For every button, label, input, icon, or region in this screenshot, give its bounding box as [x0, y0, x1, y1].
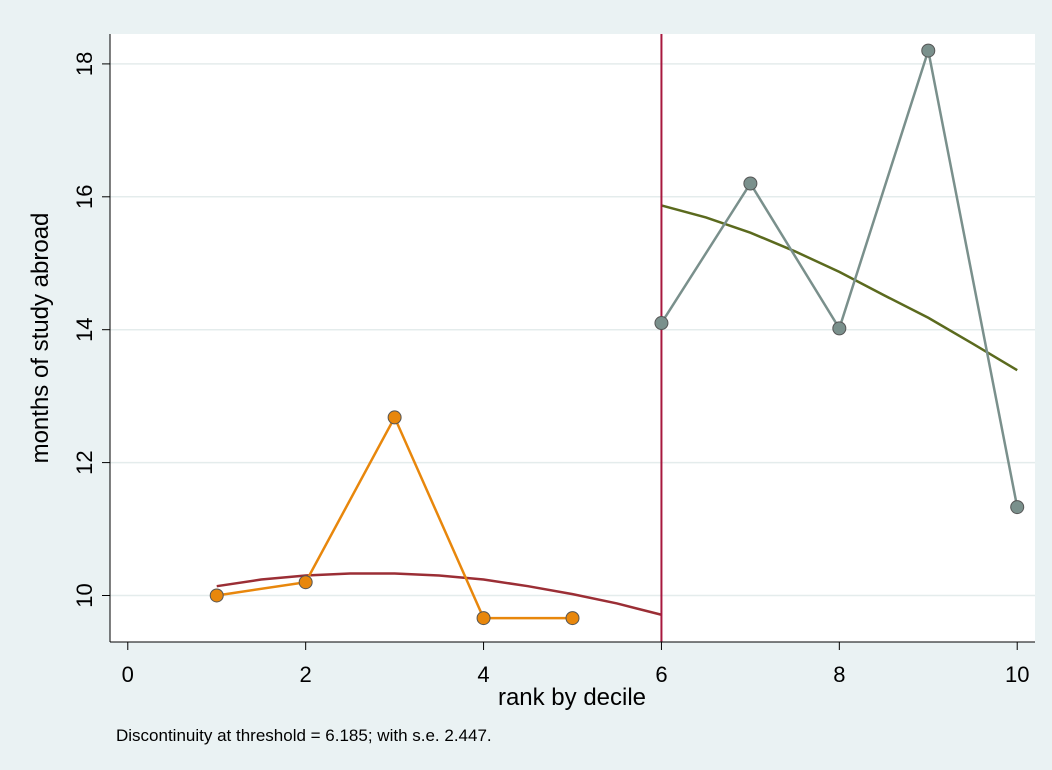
left-series-point [298, 575, 313, 590]
y-tick-label: 18 [72, 52, 97, 76]
x-tick-label: 4 [477, 662, 489, 687]
axes: 10 12 14 16 18 0 2 4 6 8 10 [72, 34, 1035, 687]
left-series-point [387, 410, 402, 425]
x-axis-label: rank by decile [498, 684, 646, 711]
y-tick-label: 14 [72, 317, 97, 341]
x-tick-label: 0 [122, 662, 134, 687]
x-tick-label: 8 [833, 662, 845, 687]
right-series-point [743, 176, 758, 191]
chart-note: Discontinuity at threshold = 6.185; with… [116, 726, 492, 745]
y-axis-label: months of study abroad [27, 213, 54, 464]
fit-curves [216, 204, 1018, 616]
y-tick-label: 12 [72, 450, 97, 474]
y-tick-label: 10 [72, 583, 97, 607]
x-tick-label: 2 [300, 662, 312, 687]
right-series-point [921, 43, 936, 58]
x-tick-label: 10 [1005, 662, 1029, 687]
right-series-point [654, 316, 669, 331]
left-series-point [565, 611, 580, 626]
left-series-point [476, 611, 491, 626]
left-series-point [209, 588, 224, 603]
left-fit-curve [216, 572, 662, 616]
data-series [209, 43, 1025, 626]
y-tick-label: 16 [72, 185, 97, 209]
right-fit-curve [661, 204, 1018, 372]
plot-area [110, 34, 1035, 642]
x-tick-label: 6 [655, 662, 667, 687]
right-series-point [1010, 500, 1025, 515]
right-series-point [832, 321, 847, 336]
